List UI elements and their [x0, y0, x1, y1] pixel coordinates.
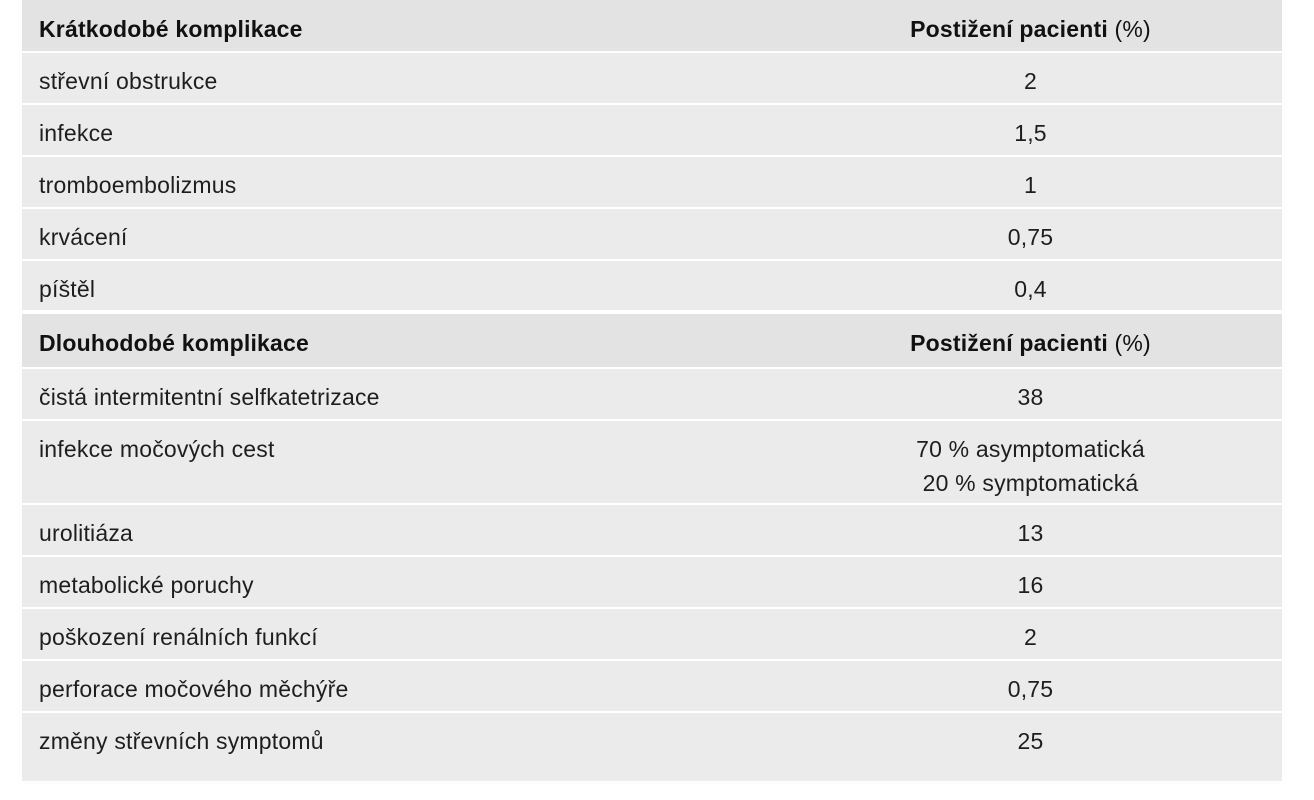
complication-value: 25: [1017, 728, 1044, 754]
complication-value: 2: [779, 608, 1282, 661]
section-header-short-term: Krátkodobé komplikace Postižení pacienti…: [22, 0, 1282, 53]
complication-label: infekce močových cest: [22, 420, 779, 505]
complication-label: změny střevních symptomů: [39, 728, 324, 754]
complication-value: 38: [779, 368, 1282, 421]
table-row: poškození renálních funkcí 2: [22, 608, 1282, 661]
complications-table-container: Krátkodobé komplikace Postižení pacienti…: [22, 0, 1282, 781]
complication-value: 16: [779, 556, 1282, 609]
value-header-unit: (%): [1114, 16, 1151, 42]
table-row: tromboembolizmus 1: [22, 156, 1282, 209]
complication-label: píštěl: [22, 260, 779, 313]
complication-label: urolitiáza: [22, 504, 779, 557]
table-row: infekce močových cest 70 % asymptomatick…: [22, 420, 1282, 505]
table-row: infekce 1,5: [22, 104, 1282, 157]
value-line-symptomatic: 20 % symptomatická: [922, 470, 1139, 496]
complication-label: infekce: [22, 104, 779, 157]
complication-label: střevní obstrukce: [22, 52, 779, 105]
value-line-asymptomatic: 70 % asymptomatická: [916, 436, 1145, 462]
section-title: Krátkodobé komplikace: [22, 0, 779, 53]
complication-value: 0,4: [779, 260, 1282, 313]
value-column-header: Postižení pacienti (%): [779, 310, 1282, 369]
complication-value: 70 % asymptomatická 20 % symptomatická: [779, 420, 1282, 505]
value-header-unit: (%): [1114, 330, 1151, 356]
complication-value: 0,75: [779, 208, 1282, 261]
table-row: čistá intermitentní selfkatetrizace 38: [22, 368, 1282, 421]
complication-label: metabolické poruchy: [22, 556, 779, 609]
value-column-header: Postižení pacienti (%): [779, 0, 1282, 53]
value-header-label: Postižení pacienti: [910, 16, 1108, 42]
complication-value: 2: [779, 52, 1282, 105]
section-header-long-term: Dlouhodobé komplikace Postižení pacienti…: [22, 310, 1282, 369]
complication-value: 0,75: [779, 660, 1282, 713]
table-row: krvácení 0,75: [22, 208, 1282, 261]
table-row: střevní obstrukce 2: [22, 52, 1282, 105]
complications-table: Krátkodobé komplikace Postižení pacienti…: [22, 0, 1282, 764]
section-title: Dlouhodobé komplikace: [22, 310, 779, 369]
complication-value: 1,5: [779, 104, 1282, 157]
table-row: urolitiáza 13: [22, 504, 1282, 557]
complication-label: tromboembolizmus: [22, 156, 779, 209]
table-row: perforace močového měchýře 0,75: [22, 660, 1282, 713]
value-header-label: Postižení pacienti: [910, 330, 1108, 356]
complication-label: poškození renálních funkcí: [22, 608, 779, 661]
complication-label: krvácení: [22, 208, 779, 261]
complication-label: čistá intermitentní selfkatetrizace: [22, 368, 779, 421]
table-row: píštěl 0,4: [22, 260, 1282, 313]
table-row: metabolické poruchy 16: [22, 556, 1282, 609]
complication-label: perforace močového měchýře: [22, 660, 779, 713]
complication-value: 13: [779, 504, 1282, 557]
table-row: změny střevních symptomů 25: [22, 712, 1282, 764]
complication-value: 1: [779, 156, 1282, 209]
